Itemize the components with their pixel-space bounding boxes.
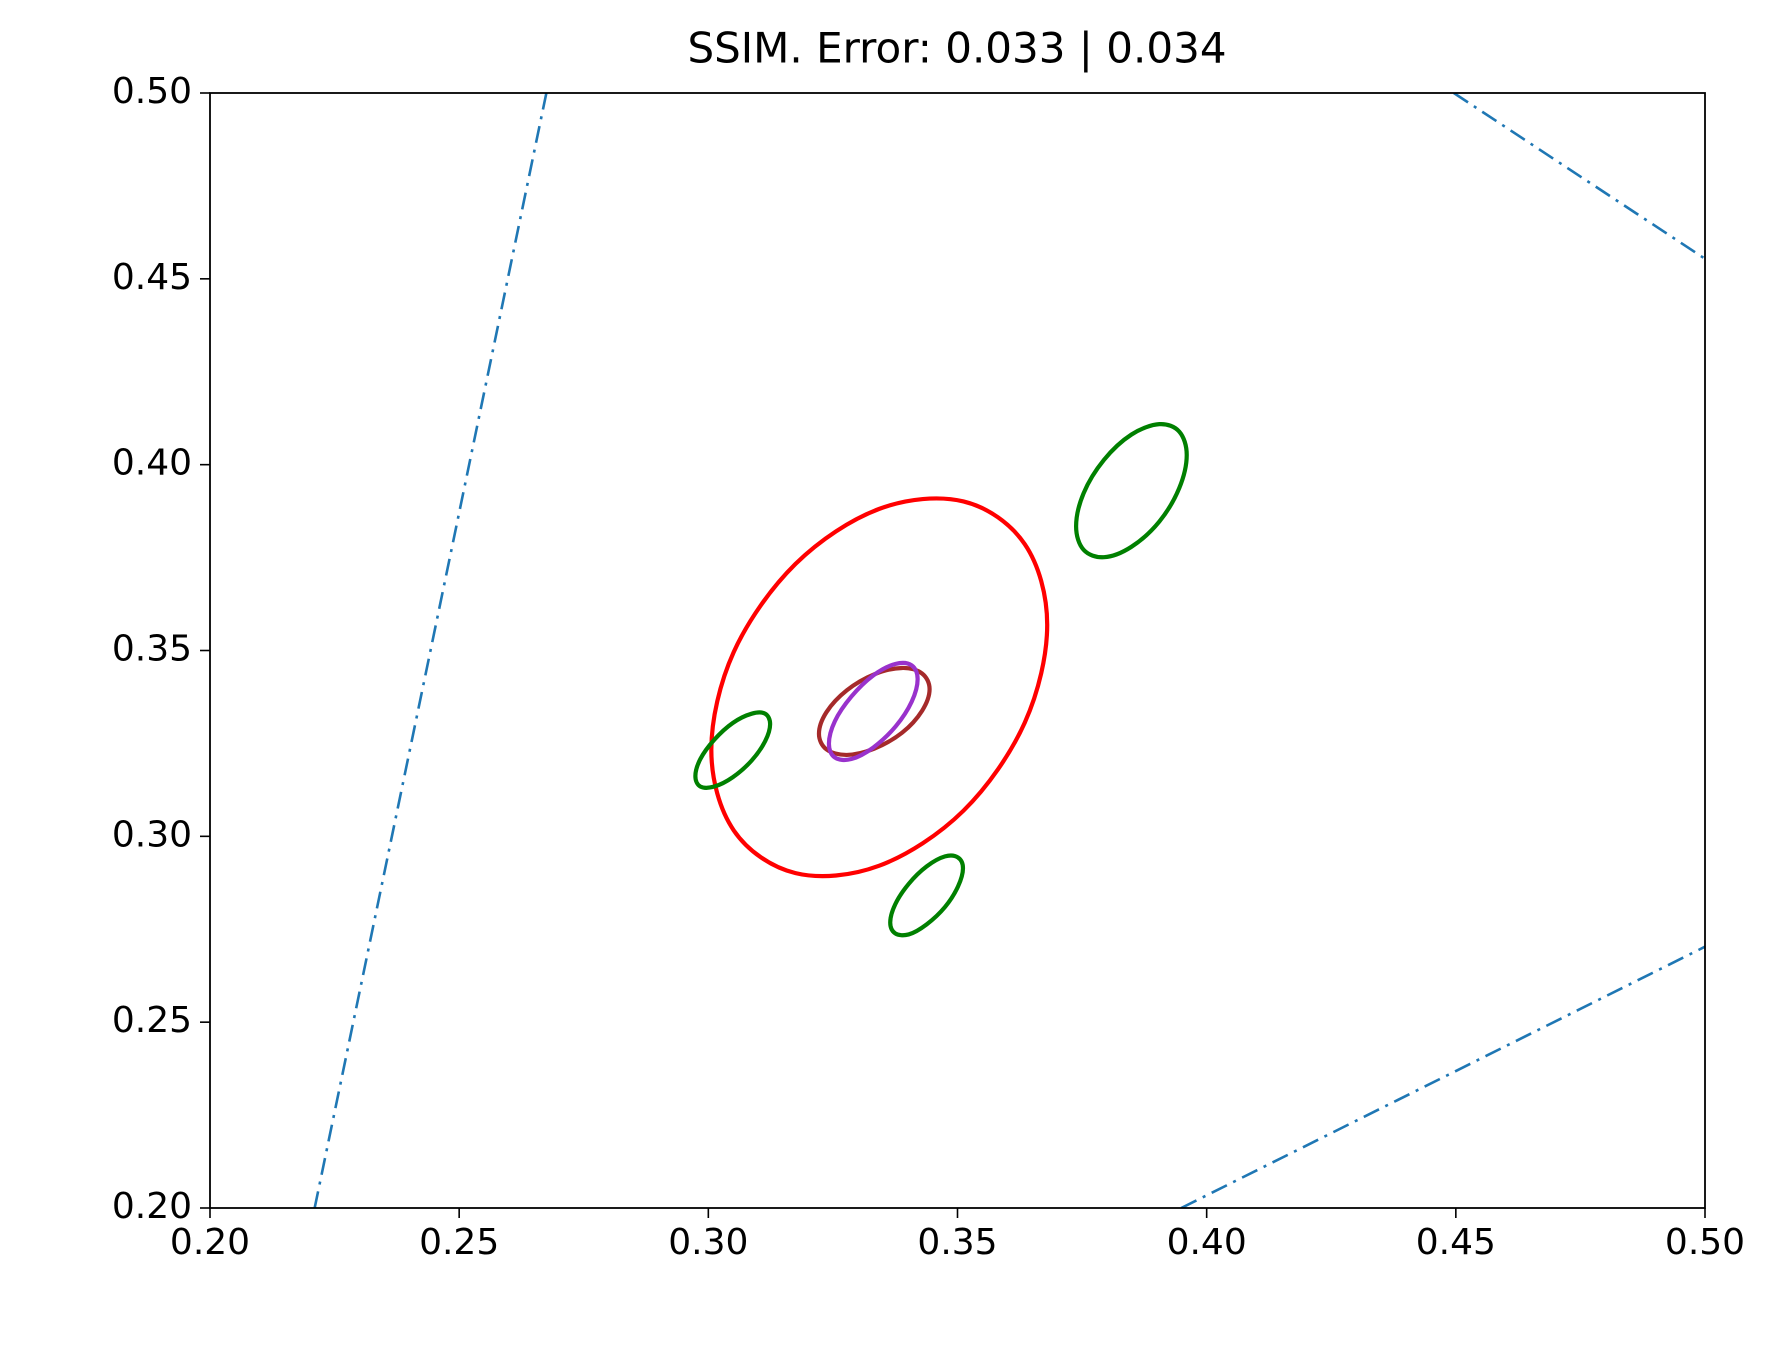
contour <box>888 853 966 938</box>
x-tick-label: 0.35 <box>917 1222 997 1263</box>
y-tick-label: 0.50 <box>112 71 192 112</box>
contour <box>816 665 932 758</box>
x-tick-label: 0.30 <box>668 1222 748 1263</box>
plot-area <box>313 93 1705 1208</box>
contour <box>1073 422 1189 560</box>
y-tick-label: 0.35 <box>112 629 192 670</box>
x-tick-label: 0.40 <box>1167 1222 1247 1263</box>
x-tick-label: 0.50 <box>1665 1222 1745 1263</box>
axes-frame <box>209 92 1706 1209</box>
boundary-line <box>1180 945 1705 1208</box>
boundary-line <box>313 93 548 1208</box>
y-tick-label: 0.30 <box>112 814 192 855</box>
y-tick-label: 0.25 <box>112 1000 192 1041</box>
contour <box>826 660 920 763</box>
chart-title: SSIM. Error: 0.033 | 0.034 <box>687 24 1226 73</box>
boundary-line <box>1453 93 1705 260</box>
contour <box>693 710 773 790</box>
contour <box>709 496 1050 879</box>
x-tick-label: 0.25 <box>419 1222 499 1263</box>
y-tick-label: 0.40 <box>112 443 192 484</box>
x-tick-label: 0.45 <box>1416 1222 1496 1263</box>
y-tick-label: 0.20 <box>112 1186 192 1227</box>
x-tick-label: 0.20 <box>170 1222 250 1263</box>
y-tick-label: 0.45 <box>112 257 192 298</box>
